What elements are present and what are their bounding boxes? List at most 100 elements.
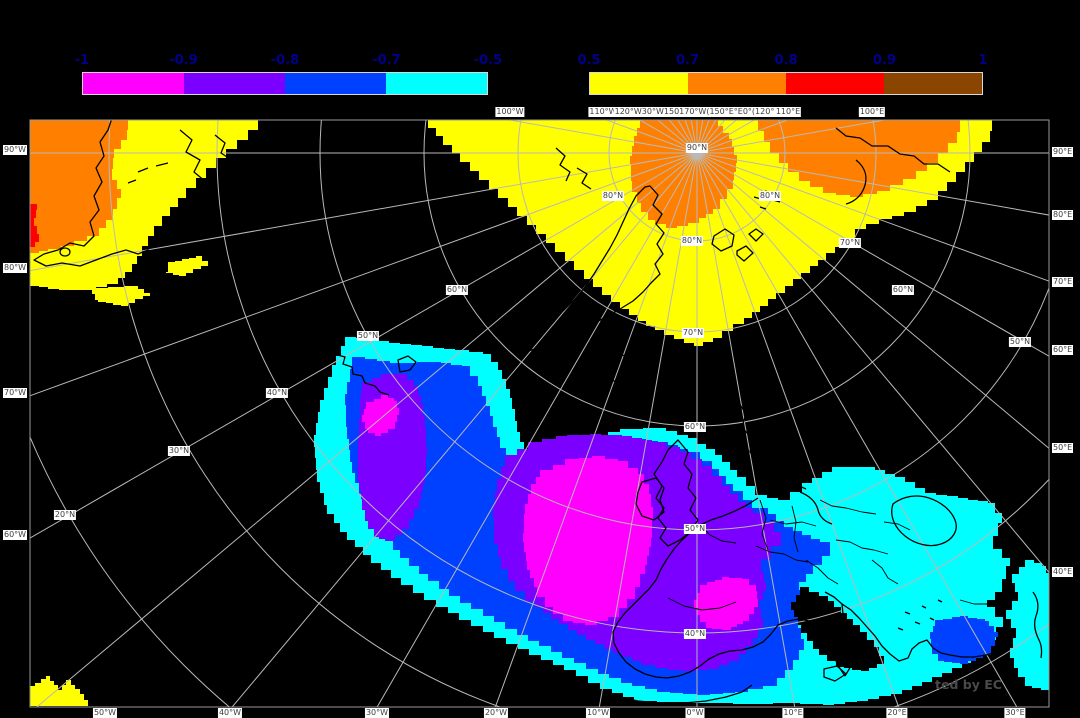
graticule-label: 100°W bbox=[495, 107, 525, 117]
graticule-label: 50°E bbox=[1052, 443, 1074, 453]
country-border bbox=[759, 499, 769, 551]
coastline bbox=[799, 491, 833, 525]
graticule-label: 60°N bbox=[445, 285, 469, 295]
graticule-label: 60°W bbox=[3, 530, 28, 540]
colorbar-tick-label: -0.5 bbox=[473, 53, 503, 68]
colorbar-tick-label: 0.7 bbox=[675, 53, 700, 68]
coastline bbox=[127, 162, 169, 184]
graticule-label: 100°E bbox=[858, 107, 886, 117]
meridian-line bbox=[494, 152, 698, 707]
coastline bbox=[823, 665, 847, 682]
graticule-label: 10°E bbox=[782, 708, 804, 718]
country-border bbox=[819, 499, 877, 515]
coastline bbox=[769, 480, 782, 498]
country-border bbox=[755, 545, 809, 563]
coastline bbox=[517, 185, 665, 352]
colorbar-segment bbox=[688, 73, 786, 94]
colorbar-tick-label: 0.5 bbox=[577, 53, 601, 68]
graticule-label: 80°E bbox=[1052, 210, 1074, 220]
graticule-label: 50°W bbox=[92, 708, 118, 718]
graticule-label: 80°W bbox=[3, 263, 28, 273]
graticule-label: 80°N bbox=[680, 236, 704, 246]
graticule-label: 60°N bbox=[683, 422, 707, 432]
graticule-label: 70°N bbox=[681, 328, 705, 338]
colorbar-tick-label: -0.9 bbox=[169, 53, 198, 68]
graticule-label: 80°N bbox=[758, 191, 782, 201]
graticule-label: 110°W bbox=[588, 107, 618, 117]
coastline bbox=[635, 477, 665, 521]
colorbar-negative bbox=[82, 72, 488, 95]
graticule-label: 50°N bbox=[683, 524, 707, 534]
graticule-label: 110°E bbox=[774, 107, 802, 117]
graticule-label: 40°E bbox=[1052, 567, 1074, 577]
contour-fills bbox=[30, 120, 1049, 706]
graticule-label: 70°E bbox=[1052, 277, 1074, 287]
colorbar-segment bbox=[83, 73, 184, 94]
graticule-label: 70°W bbox=[3, 388, 28, 398]
graticule-label: 50°N bbox=[1008, 337, 1032, 347]
coastline bbox=[612, 497, 846, 679]
coastline bbox=[327, 341, 390, 396]
map-frame bbox=[29, 119, 1050, 708]
graticule-label: 90°E bbox=[1052, 147, 1074, 157]
graticule-label: 40°W bbox=[217, 708, 243, 718]
contour-region-cyan bbox=[1006, 560, 1049, 690]
contour-region-orange bbox=[758, 120, 962, 197]
coastline bbox=[1032, 591, 1043, 659]
graticule-label: 60°N bbox=[891, 285, 915, 295]
colorbar-tick-label: -1 bbox=[74, 53, 90, 68]
graticule-label: 40°N bbox=[683, 629, 707, 639]
graticule-label: 70°N bbox=[838, 238, 862, 248]
contour-region-hole bbox=[791, 587, 884, 671]
country-border bbox=[835, 539, 889, 555]
graticule-label: 20°N bbox=[53, 510, 77, 520]
meridian-line bbox=[35, 152, 698, 707]
meridian-line bbox=[696, 152, 1049, 574]
coastline bbox=[397, 355, 417, 373]
meridian-line bbox=[696, 152, 796, 707]
colorbar-tick-label: -0.7 bbox=[372, 53, 401, 68]
contour-region-yellow bbox=[92, 286, 150, 306]
meridian-line bbox=[30, 152, 698, 397]
meridian-line bbox=[696, 152, 1049, 450]
contour-region-magenta bbox=[523, 456, 653, 625]
coastline bbox=[835, 127, 951, 173]
meridian-line bbox=[696, 152, 1018, 707]
meridian-line bbox=[30, 152, 698, 539]
graticule-label: 30°W bbox=[364, 708, 390, 718]
coastline bbox=[824, 591, 854, 677]
colorbar-segment bbox=[786, 73, 884, 94]
graticule-label: 0°W bbox=[685, 708, 705, 718]
country-border bbox=[959, 599, 1001, 609]
meridian-line bbox=[231, 152, 698, 707]
graticule-label: 90°N bbox=[685, 143, 709, 153]
contour-region-magenta bbox=[694, 577, 758, 630]
coastline bbox=[604, 354, 646, 384]
country-border bbox=[871, 559, 899, 585]
coastline bbox=[33, 120, 173, 267]
colorbar-tick-label: 1 bbox=[978, 53, 988, 68]
colorbar-segment bbox=[184, 73, 285, 94]
colorbar-tick-label: 0.8 bbox=[774, 53, 798, 68]
graticule-label: 40°N bbox=[265, 388, 289, 398]
meridian-line bbox=[696, 152, 1049, 357]
meridian-line bbox=[696, 152, 1049, 216]
coastline bbox=[897, 599, 943, 631]
coastline bbox=[845, 159, 867, 205]
coastline bbox=[555, 147, 592, 190]
meridian-line bbox=[30, 152, 698, 272]
colorbar-segment bbox=[590, 73, 688, 94]
latitude-circle bbox=[108, 120, 1049, 707]
coastline bbox=[179, 129, 234, 195]
coastline bbox=[841, 603, 1010, 662]
graticule-label: 80°N bbox=[601, 191, 625, 201]
meridian-line bbox=[598, 152, 698, 707]
graticule-label: 120°W30°W150170°W(150°E°E0°(120°E bbox=[613, 107, 781, 117]
country-border bbox=[667, 597, 737, 611]
country-border bbox=[791, 505, 799, 553]
contour-region-yellow bbox=[30, 676, 88, 706]
coastline bbox=[736, 399, 807, 490]
